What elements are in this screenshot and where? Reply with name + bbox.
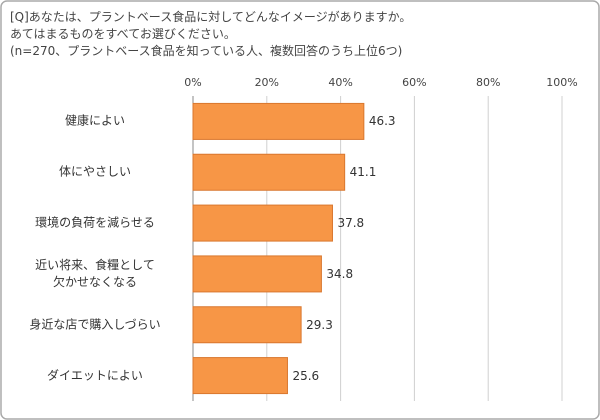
x-tick-label: 80% [475, 76, 501, 89]
x-tick-label: 20% [254, 76, 280, 89]
y-tick-label: 健康によい [64, 113, 125, 128]
chart-subtitle: あてはまるものをすべてお選びください。 [10, 27, 236, 41]
bar [192, 102, 365, 140]
bar [192, 306, 302, 344]
chart-note: (n=270、プラントベース食品を知っている人、複数回答のうち上位6つ) [10, 44, 403, 58]
value-label: 41.1 [349, 165, 377, 180]
y-tick-label: 体にやさしい [58, 164, 131, 179]
bar [192, 357, 288, 395]
x-tick-label: 100% [546, 76, 578, 89]
chart-title: [Q]あなたは、プラントベース食品に対してどんなイメージがありますか。 [10, 10, 412, 24]
y-tick-label: ダイエットによい [47, 368, 143, 383]
value-label: 29.3 [306, 317, 333, 332]
value-label: 34.8 [326, 266, 354, 281]
x-tick-label: 0% [184, 76, 202, 89]
x-tick-label: 40% [328, 76, 353, 89]
y-tick-label: 環境の負荷を減らせる [35, 215, 155, 230]
y-tick-label: 身近な店で購入しづらい [29, 317, 161, 332]
value-label: 25.6 [292, 368, 320, 383]
bar [192, 204, 333, 242]
x-tick-label: 60% [402, 76, 427, 89]
value-label: 46.3 [368, 114, 396, 129]
bar [192, 153, 346, 191]
value-label: 37.8 [337, 216, 365, 231]
y-tick-label: 近い将来、食糧として 欠かせなくなる [35, 257, 155, 289]
bar [192, 255, 322, 293]
